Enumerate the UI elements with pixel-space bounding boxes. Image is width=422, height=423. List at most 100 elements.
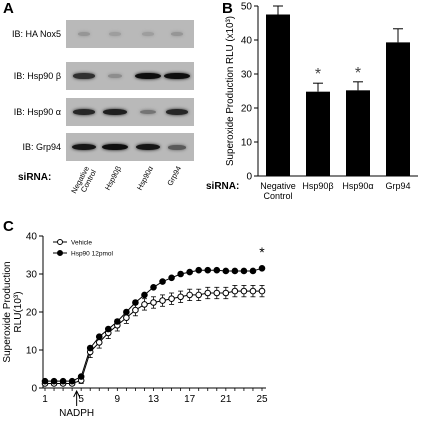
blot-band [165, 108, 189, 116]
bar [346, 90, 370, 176]
data-point-vehicle [213, 289, 221, 297]
data-point-vehicle [95, 339, 103, 346]
y-tick-label: 0 [31, 384, 37, 395]
bar [386, 42, 410, 176]
y-axis-title: Superoxide Production RLU (x10³) [225, 16, 236, 166]
data-point-vehicle [249, 287, 257, 295]
significance-asterisk: * [315, 66, 321, 83]
legend-label: Vehicle [71, 240, 92, 247]
data-point-hsp90 [240, 267, 248, 275]
y-tick-label: 20 [241, 104, 253, 115]
data-point-hsp90 [231, 267, 239, 275]
data-point-hsp90 [186, 268, 193, 276]
y-tick-label: 0 [246, 172, 252, 183]
blot-band [102, 143, 128, 151]
x-category-label: Hsp90β [302, 181, 333, 191]
blot-band [71, 143, 97, 151]
data-point-vehicle [168, 295, 175, 302]
data-point-hsp90 [222, 267, 230, 275]
line-chart-panel-c: 0 10 20 30 40 1 5 9 13 17 21 25 Vehicle Hsp90 12pmol N… [2, 232, 268, 420]
x-category-label: Negative Control [260, 181, 296, 200]
x-category-label: Hsp90α [342, 181, 373, 191]
data-point-hsp90 [59, 377, 67, 385]
blot-strip [66, 133, 194, 161]
data-point-vehicle [186, 291, 193, 299]
data-point-vehicle [141, 301, 148, 308]
blot-band [73, 73, 95, 79]
panel-a-sirna-label: siRNA: [18, 172, 52, 183]
x-tick-label: 21 [220, 394, 232, 405]
blot-band [103, 108, 127, 116]
bar-chart-panel-b: 0 10 20 30 40 50 Negative Control * Hsp90β * Hsp90α… [206, 2, 418, 200]
data-point-vehicle [222, 289, 230, 297]
x-tick-label: 13 [148, 394, 160, 405]
data-point-vehicle [159, 297, 166, 304]
panel-c-letter: C [3, 218, 14, 235]
bar [266, 14, 290, 176]
blot-band [109, 32, 121, 36]
lane-label: Grp94 [165, 164, 184, 188]
data-point-vehicle [258, 287, 266, 295]
legend-label: Hsp90 12pmol [71, 251, 113, 258]
data-point-hsp90 [132, 299, 139, 306]
x-tick-label: 17 [184, 394, 196, 405]
x-tick-label: 1 [42, 394, 48, 405]
blot-band [108, 74, 122, 78]
significance-asterisk: * [355, 65, 361, 82]
lane-label: Hsp90α [134, 164, 156, 192]
y-tick-label: 40 [241, 36, 253, 47]
x-category-label: Grp94 [385, 181, 410, 191]
data-point-vehicle [204, 289, 212, 297]
blot-band [140, 109, 156, 115]
data-point-hsp90 [213, 266, 221, 274]
data-point-vehicle [240, 287, 248, 295]
data-point-hsp90 [150, 284, 157, 291]
x-axis-title: siRNA: [206, 181, 239, 192]
data-point-hsp90 [104, 325, 112, 333]
blot-band [135, 72, 161, 80]
blot-band [142, 32, 154, 36]
blot-label: IB: Hsp90 β [13, 71, 61, 81]
data-point-hsp90 [141, 291, 148, 299]
y-tick-label: 10 [26, 346, 38, 357]
x-tick-label: 9 [115, 394, 121, 405]
data-point-hsp90 [86, 344, 94, 352]
data-point-hsp90 [41, 377, 49, 385]
y-tick-label: 20 [26, 308, 38, 319]
data-point-vehicle [132, 306, 139, 314]
data-point-hsp90 [114, 318, 121, 325]
blot-strip [66, 20, 194, 48]
y-tick-label: 50 [241, 2, 253, 13]
significance-asterisk: * [259, 244, 265, 260]
panel-b-letter: B [222, 0, 233, 17]
blot-label: IB: HA Nox5 [11, 29, 61, 39]
legend-marker [57, 250, 63, 256]
y-tick-label: 30 [241, 70, 253, 81]
blot-label: IB: Grp94 [22, 142, 61, 152]
blot-label: IB: Hsp90 α [13, 107, 61, 117]
blot-band [135, 143, 161, 151]
bar [306, 91, 330, 176]
data-point-hsp90 [168, 274, 175, 282]
data-point-vehicle [123, 314, 130, 321]
data-point-vehicle [150, 299, 157, 306]
x-tick-label: 25 [256, 394, 268, 405]
blot-band [72, 108, 96, 116]
nadph-label: NADPH [59, 408, 94, 419]
data-point-hsp90 [258, 265, 266, 272]
data-point-hsp90 [50, 377, 58, 385]
data-point-vehicle [195, 291, 203, 299]
data-point-vehicle [231, 287, 239, 295]
data-point-hsp90 [95, 333, 103, 340]
blot-strip [66, 62, 194, 90]
data-point-hsp90 [159, 278, 166, 285]
blot-band [170, 32, 184, 36]
panel-a-letter: A [3, 0, 14, 17]
data-point-hsp90 [204, 266, 212, 274]
y-axis-title: Superoxide ProductionRLU(10³) [2, 261, 24, 362]
nadph-arrowhead [73, 389, 81, 398]
x-tick-label: 5 [78, 394, 84, 405]
blot-band [168, 144, 186, 150]
y-tick-label: 10 [241, 138, 253, 149]
y-tick-label: 40 [26, 232, 38, 243]
